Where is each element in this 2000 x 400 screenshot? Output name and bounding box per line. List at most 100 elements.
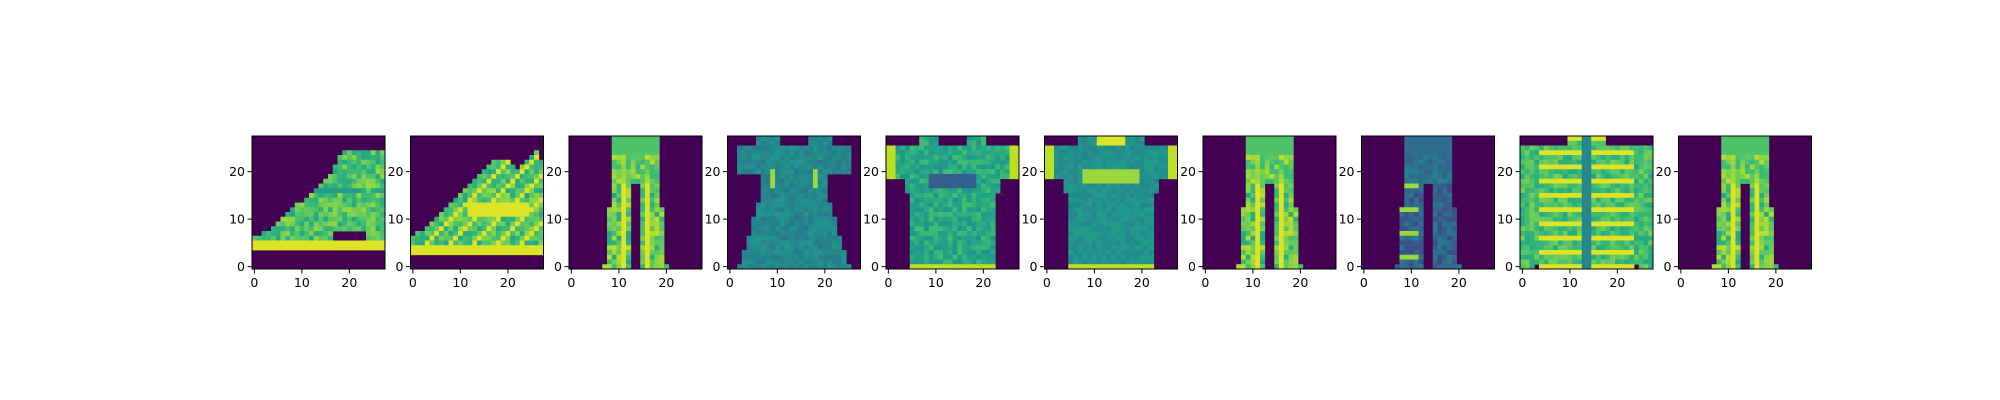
image-pixel [1293, 226, 1299, 232]
image-pixel [900, 169, 906, 175]
image-pixel [1096, 169, 1102, 175]
image-pixel [803, 226, 809, 232]
image-pixel [649, 250, 655, 256]
image-pixel [1577, 150, 1583, 156]
image-pixel [1562, 188, 1568, 194]
image-pixel [309, 235, 315, 241]
image-pixel [1634, 212, 1640, 218]
image-pixel [1260, 188, 1266, 194]
image-pixel [1754, 136, 1760, 142]
image-pixel [813, 188, 819, 194]
image-pixel [1543, 183, 1549, 189]
image-pixel [1558, 221, 1564, 227]
image-pixel [886, 169, 892, 175]
image-pixel [1562, 169, 1568, 175]
image-pixel [1149, 216, 1155, 222]
image-pixel [779, 169, 785, 175]
image-pixel [1139, 221, 1145, 227]
image-pixel [1773, 264, 1779, 270]
image-pixel [1073, 188, 1079, 194]
image-pixel [337, 178, 343, 184]
image-pixel [1524, 207, 1530, 213]
image-pixel [370, 245, 376, 251]
image-pixel [323, 183, 329, 189]
image-pixel [1149, 231, 1155, 237]
image-pixel [505, 240, 511, 246]
image-pixel [645, 226, 651, 232]
image-pixel [938, 221, 944, 227]
image-pixel [635, 136, 641, 142]
image-pixel [1082, 221, 1088, 227]
image-pixel [1437, 159, 1443, 165]
image-pixel [1139, 240, 1145, 246]
image-pixel [1539, 264, 1545, 270]
x-tick-label: 20 [1292, 275, 1308, 290]
image-pixel [1255, 136, 1261, 142]
image-pixel [477, 245, 483, 251]
image-pixel [380, 202, 386, 208]
image-pixel [1754, 188, 1760, 194]
image-pixel [1634, 178, 1640, 184]
image-pixel [1111, 202, 1117, 208]
image-pixel [981, 202, 987, 208]
image-pixel [361, 216, 367, 222]
image-pixel [952, 231, 958, 237]
image-pixel [1567, 159, 1573, 165]
image-pixel [1759, 240, 1765, 246]
image-pixel [751, 240, 757, 246]
image-pixel [1605, 264, 1611, 270]
image-pixel [616, 174, 622, 180]
image-pixel [909, 250, 915, 256]
image-pixel [928, 159, 934, 165]
image-pixel [1605, 207, 1611, 213]
image-pixel [356, 197, 362, 203]
image-pixel [919, 254, 925, 260]
image-pixel [337, 155, 343, 161]
image-pixel [1409, 212, 1415, 218]
image-pixel [491, 235, 497, 241]
image-pixel [914, 259, 920, 265]
image-pixel [534, 155, 540, 161]
image-pixel [1077, 226, 1083, 232]
image-pixel [1740, 145, 1746, 151]
image-pixel [1624, 197, 1630, 203]
image-pixel [1572, 250, 1578, 256]
image-pixel [332, 202, 338, 208]
image-pixel [1125, 259, 1131, 265]
image-pixel [356, 193, 362, 199]
image-pixel [803, 193, 809, 199]
image-pixel [1629, 188, 1635, 194]
image-pixel [813, 207, 819, 213]
image-pixel [621, 169, 627, 175]
image-pixel [1139, 207, 1145, 213]
image-pixel [439, 221, 445, 227]
image-pixel [1274, 197, 1280, 203]
image-pixel [1409, 254, 1415, 260]
image-pixel [1423, 155, 1429, 161]
image-pixel [1548, 202, 1554, 208]
image-pixel [1764, 207, 1770, 213]
image-pixel [1754, 140, 1760, 146]
image-pixel [1619, 216, 1625, 222]
image-pixel [962, 259, 968, 265]
image-pixel [1264, 145, 1270, 151]
image-pixel [1634, 202, 1640, 208]
image-pixel [640, 169, 646, 175]
image-pixel [328, 245, 334, 251]
image-pixel [654, 145, 660, 151]
image-pixel [827, 136, 833, 142]
y-tick-label: 10 [1339, 212, 1355, 227]
image-pixel [1139, 164, 1145, 170]
image-pixel [1553, 250, 1559, 256]
image-pixel [1562, 216, 1568, 222]
image-pixel [1068, 259, 1074, 265]
image-pixel [1111, 216, 1117, 222]
image-pixel [966, 174, 972, 180]
image-pixel [448, 216, 454, 222]
image-pixel [962, 164, 968, 170]
image-pixel [1269, 178, 1275, 184]
image-pixel [496, 183, 502, 189]
image-pixel [1754, 245, 1760, 251]
image-pixel [928, 136, 934, 142]
image-pixel [1111, 259, 1117, 265]
